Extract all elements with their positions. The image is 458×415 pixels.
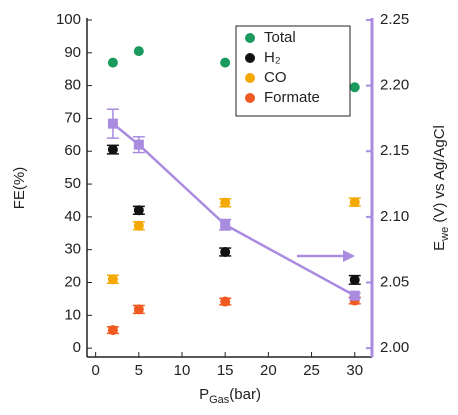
marker	[107, 274, 118, 285]
legend-label: Formate	[264, 89, 320, 106]
y2-tick-label: 2.10	[380, 208, 409, 225]
y2-label-suffix: (V) vs Ag/AgCl	[431, 125, 448, 227]
marker	[220, 57, 231, 68]
legend-marker	[245, 53, 255, 63]
y2-tick-label: 2.00	[380, 339, 409, 356]
y-tick-label: 70	[64, 109, 81, 126]
y2-tick-label: 2.05	[380, 273, 409, 290]
marker	[107, 118, 118, 129]
y2-tick-label: 2.20	[380, 77, 409, 94]
y-tick-label: 40	[64, 208, 81, 225]
x-label-suffix: (bar)	[229, 386, 261, 403]
legend-marker	[245, 33, 255, 43]
x-axis-label: PGas(bar)	[199, 386, 261, 406]
marker	[349, 274, 360, 285]
marker	[220, 219, 231, 230]
x-tick-label: 10	[174, 362, 191, 379]
marker	[220, 197, 231, 208]
x-label-sub: Gas	[209, 394, 230, 406]
y-tick-label: 0	[73, 339, 81, 356]
arrow-head	[343, 250, 355, 262]
y2-label-sub: we	[439, 227, 451, 242]
y2-tick-label: 2.25	[380, 11, 409, 28]
x-tick-label: 0	[91, 362, 99, 379]
x-tick-label: 5	[135, 362, 143, 379]
marker	[133, 304, 144, 315]
marker	[220, 296, 231, 307]
marker	[220, 246, 231, 257]
x-tick-label: 15	[217, 362, 234, 379]
marker	[349, 82, 360, 93]
marker	[133, 139, 144, 150]
legend-marker	[245, 93, 255, 103]
y-axis-label: FE(%)	[11, 167, 28, 210]
y-tick-label: 80	[64, 77, 81, 94]
marker	[349, 290, 360, 301]
marker	[133, 220, 144, 231]
y-tick-label: 20	[64, 273, 81, 290]
y2-label-main: E	[431, 241, 448, 251]
y-tick-label: 30	[64, 241, 81, 258]
legend-label: Total	[264, 29, 296, 46]
x-label-main: P	[199, 386, 209, 403]
legend-label: CO	[264, 69, 287, 86]
y-tick-label: 60	[64, 142, 81, 159]
marker	[107, 325, 118, 336]
x-tick-label: 30	[346, 362, 363, 379]
y-tick-label: 90	[64, 44, 81, 61]
x-tick-label: 20	[260, 362, 277, 379]
legend-label: H₂	[264, 49, 281, 66]
y-tick-label: 10	[64, 306, 81, 323]
marker	[349, 197, 360, 208]
x-tick-label: 25	[303, 362, 320, 379]
y2-axis-label: Ewe (V) vs Ag/AgCl	[431, 125, 451, 251]
marker	[107, 57, 118, 68]
y-tick-label: 100	[56, 11, 81, 28]
y2-tick-label: 2.15	[380, 142, 409, 159]
y-tick-label: 50	[64, 175, 81, 192]
marker	[133, 205, 144, 216]
marker	[133, 46, 144, 57]
legend-box	[235, 25, 351, 117]
series-line	[112, 122, 356, 297]
legend-marker	[245, 73, 255, 83]
marker	[107, 144, 118, 155]
